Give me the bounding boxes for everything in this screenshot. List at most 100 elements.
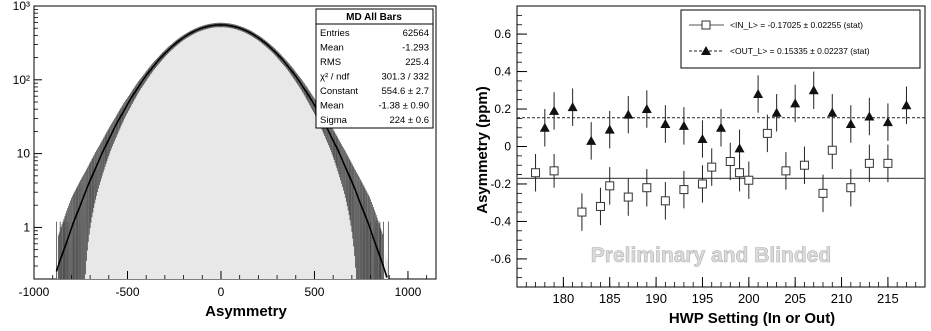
y-tick-label: 0.4 bbox=[494, 65, 511, 79]
x-axis-label: HWP Setting (In or Out) bbox=[669, 310, 835, 327]
out-l-point bbox=[567, 102, 578, 112]
x-axis-ticks: -1000 -500 0 500 1000 bbox=[19, 271, 428, 299]
x-tick-label: 195 bbox=[692, 291, 714, 306]
in-l-point bbox=[827, 145, 837, 155]
x-tick-label: 185 bbox=[599, 291, 621, 306]
out-l-point bbox=[808, 85, 819, 95]
in-l-point bbox=[781, 166, 791, 176]
in-l-point bbox=[818, 188, 828, 198]
x-tick-label: 205 bbox=[784, 291, 806, 306]
out-l-point bbox=[697, 134, 708, 144]
in-l-point bbox=[707, 162, 717, 172]
filled-triangle-icon bbox=[701, 46, 711, 55]
y-tick-label: 10 bbox=[17, 147, 31, 161]
stats-label: Entries bbox=[320, 28, 350, 39]
y-tick-label: -0.4 bbox=[490, 214, 511, 228]
stats-value: 224 ± 0.6 bbox=[389, 115, 429, 126]
y-tick-label: 0.6 bbox=[494, 27, 511, 41]
out-l-point bbox=[586, 135, 597, 145]
stats-value: 301.3 / 332 bbox=[381, 72, 429, 83]
out-l-point bbox=[549, 105, 560, 115]
histogram-panel: 1 10 10² 10³ -1000 -500 0 500 1000 Asymmetry MD… bbox=[13, 0, 437, 320]
out-l-point bbox=[882, 117, 893, 127]
x-tick-label: 200 bbox=[738, 291, 760, 306]
in-l-point bbox=[799, 160, 809, 170]
in-l-point bbox=[864, 158, 874, 168]
in-l-point bbox=[735, 168, 745, 178]
out-l-point bbox=[901, 100, 912, 110]
out-l-point bbox=[845, 119, 856, 129]
in-l-point bbox=[725, 156, 735, 166]
x-tick-label: 500 bbox=[304, 285, 324, 299]
stats-value: -1.293 bbox=[402, 43, 429, 54]
data-points-group bbox=[531, 71, 912, 231]
out-l-point bbox=[623, 109, 634, 119]
stats-box: MD All Bars Entries 62564 Mean -1.293 RMS 225… bbox=[315, 8, 434, 129]
asymmetry-vs-hwp-panel: Preliminary and Blinded -0.6 -0.4 -0.2 0 0.2… bbox=[474, 5, 926, 327]
in-l-point bbox=[577, 207, 587, 217]
in-l-point bbox=[697, 179, 707, 189]
x-tick-label: 190 bbox=[645, 291, 667, 306]
y-tick-label: -0.2 bbox=[490, 177, 511, 191]
y-tick-label: 10² bbox=[13, 73, 30, 87]
out-l-point bbox=[604, 124, 615, 134]
out-l-point bbox=[678, 120, 689, 130]
in-l-point bbox=[549, 166, 559, 176]
in-l-point bbox=[642, 183, 652, 193]
legend-entry-in-l: <IN_L> = -0.17025 ± 0.02255 (stat) bbox=[689, 20, 863, 30]
y-tick-label: 0.2 bbox=[494, 102, 511, 116]
stats-label: Mean bbox=[320, 43, 344, 54]
legend: <IN_L> = -0.17025 ± 0.02255 (stat) <OUT_… bbox=[680, 9, 921, 69]
x-tick-label: 1000 bbox=[395, 285, 422, 299]
y-axis-ticks: -0.6 -0.4 -0.2 0 0.2 0.4 0.6 bbox=[490, 14, 527, 279]
y-axis-ticks: 1 10 10² 10³ bbox=[13, 0, 42, 280]
in-l-point bbox=[623, 192, 633, 202]
out-l-point bbox=[771, 107, 782, 117]
y-axis-label: Asymmetry (ppm) bbox=[474, 86, 491, 214]
watermark: Preliminary and Blinded bbox=[591, 244, 831, 267]
y-tick-label: -0.6 bbox=[490, 252, 511, 266]
y-tick-label: 1 bbox=[23, 220, 30, 234]
in-l-point bbox=[679, 185, 689, 195]
legend-label-in-l: <IN_L> = -0.17025 ± 0.02255 (stat) bbox=[730, 20, 863, 30]
out-l-point bbox=[864, 111, 875, 121]
out-l-point bbox=[716, 122, 726, 132]
in-l-point bbox=[846, 183, 856, 193]
in-l-point bbox=[762, 128, 772, 138]
in-l-point bbox=[605, 181, 615, 191]
in-l-point bbox=[660, 196, 670, 206]
x-axis-ticks: 180 185 190 195 200 205 210 215 bbox=[525, 277, 926, 306]
y-tick-label: 10³ bbox=[13, 0, 30, 13]
in-l-point bbox=[595, 201, 605, 211]
stats-value: 62564 bbox=[403, 28, 429, 39]
out-l-point bbox=[734, 143, 745, 153]
out-l-point bbox=[660, 119, 671, 129]
legend-label-out-l: <OUT_L> = 0.15335 ± 0.02237 (stat) bbox=[730, 46, 870, 56]
in-l-point bbox=[531, 168, 541, 178]
x-tick-label: 215 bbox=[877, 291, 899, 306]
stats-label: Mean bbox=[320, 101, 344, 112]
out-l-point bbox=[827, 107, 838, 117]
out-l-point bbox=[641, 104, 652, 114]
out-l-point bbox=[790, 98, 801, 108]
x-tick-label: 180 bbox=[553, 291, 575, 306]
stats-rows: Entries 62564 Mean -1.293 RMS 225.4 χ² / ndf 30… bbox=[320, 28, 429, 126]
legend-entry-out-l: <OUT_L> = 0.15335 ± 0.02237 (stat) bbox=[689, 46, 870, 56]
stats-box-title: MD All Bars bbox=[346, 12, 402, 23]
in-l-point bbox=[744, 175, 754, 185]
out-l-point bbox=[539, 122, 550, 132]
y-tick-label: 0 bbox=[504, 140, 511, 154]
open-square-icon bbox=[701, 20, 711, 30]
x-tick-label: 210 bbox=[831, 291, 853, 306]
x-tick-label: 0 bbox=[218, 285, 225, 299]
stats-label: Sigma bbox=[320, 115, 348, 126]
gaussian-fit-curve bbox=[55, 24, 388, 278]
stats-value: 225.4 bbox=[405, 57, 429, 68]
x-axis-label: Asymmetry bbox=[205, 303, 287, 320]
x-tick-label: -500 bbox=[115, 285, 139, 299]
in-l-point bbox=[883, 158, 893, 168]
stats-value: 554.6 ± 2.7 bbox=[382, 86, 429, 97]
out-l-point bbox=[753, 89, 764, 99]
stats-label: χ² / ndf bbox=[320, 72, 350, 83]
